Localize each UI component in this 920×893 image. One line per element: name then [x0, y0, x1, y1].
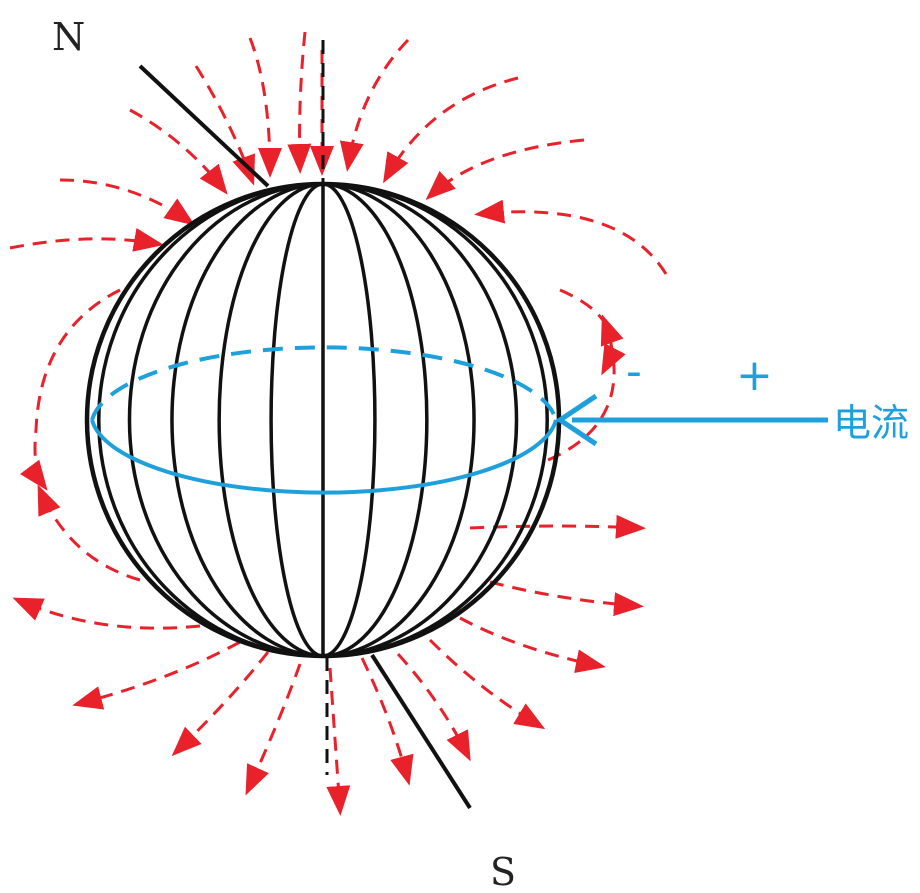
- field-line-9: [59, 178, 195, 226]
- equator-front: [90, 419, 558, 495]
- field-line-18: [428, 638, 546, 730]
- field-line-19: [396, 652, 471, 762]
- field-line-14: [547, 314, 624, 462]
- field-line-5: [129, 108, 228, 195]
- plus-sign-label: +: [736, 350, 773, 401]
- axis-line-north: [138, 64, 270, 188]
- field-line-8: [425, 138, 585, 201]
- magnetic-field-lines: [9, 31, 668, 816]
- minus-sign-label: -: [626, 346, 642, 397]
- field-line-24: [72, 640, 241, 710]
- current-label: 电流: [833, 401, 909, 445]
- field-line-11: [474, 199, 668, 275]
- field-line-2: [287, 31, 312, 174]
- field-line-20: [360, 657, 414, 786]
- north-pole-label: N: [52, 15, 85, 59]
- field-line-25: [12, 597, 201, 630]
- globe: [84, 181, 562, 659]
- field-line-22: [245, 663, 302, 796]
- field-line-10: [9, 228, 164, 252]
- field-line-21: [326, 667, 351, 816]
- field-line-12: [20, 288, 121, 491]
- field-line-6: [339, 38, 410, 172]
- field-line-26: [37, 484, 141, 582]
- south-pole-label: S: [490, 850, 516, 893]
- field-line-7: [383, 76, 519, 184]
- field-line-16: [489, 580, 644, 617]
- axis-line-south: [370, 653, 472, 810]
- field-line-23: [171, 651, 270, 757]
- equator-back-dashed: [90, 345, 558, 421]
- field-line-17: [459, 616, 606, 674]
- meridians: [97, 182, 549, 658]
- field-line-1: [248, 37, 282, 178]
- field-line-13: [559, 288, 626, 376]
- field-line-15: [469, 514, 646, 539]
- current-arrowhead: [555, 393, 598, 447]
- meridian-5: [97, 182, 549, 658]
